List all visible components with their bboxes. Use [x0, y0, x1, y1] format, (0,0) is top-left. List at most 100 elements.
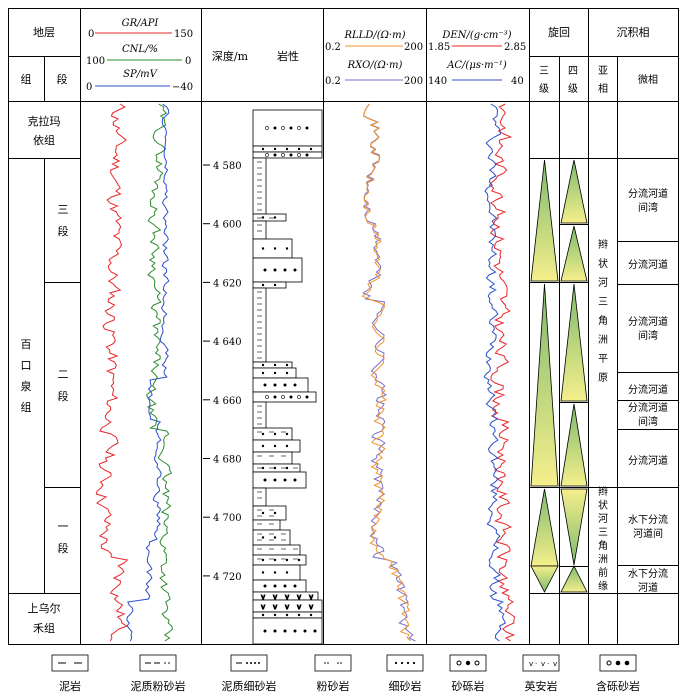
lithology-bed-mudsilt: [252, 213, 287, 222]
lithology-bed-silt: [252, 439, 301, 453]
svg-text:河: 河: [598, 277, 608, 289]
facies-header: 沉积相: [617, 26, 650, 39]
cycle-4-header: 四级: [568, 66, 578, 95]
member-label: 二段: [58, 368, 69, 403]
rlld-curve: [361, 103, 412, 642]
svg-text:分流河道: 分流河道: [628, 315, 668, 328]
svg-text:河道: 河道: [638, 581, 658, 594]
legend-item-silt: 粉砂岩: [314, 654, 352, 693]
bed-pattern: [257, 533, 286, 541]
cnl-max: 0: [185, 56, 191, 67]
svg-text:一: 一: [58, 520, 69, 533]
bed-pattern: [265, 153, 309, 157]
legend-label: 泥质细砂岩: [222, 679, 277, 693]
lithology-column: v v v v vv v v v v: [252, 109, 323, 645]
subfacies-header: 亚相: [598, 66, 608, 95]
svg-text:状: 状: [598, 499, 608, 512]
legend-label: 英安岩: [525, 679, 558, 693]
svg-text:级: 级: [568, 83, 578, 95]
svg-text:水下分流: 水下分流: [628, 513, 668, 526]
svg-text:v: v: [285, 603, 289, 611]
legend-item-pebbly: 含砾砂岩: [596, 654, 640, 693]
svg-text:角: 角: [598, 315, 608, 327]
microfacies-label: 分流河道: [628, 258, 668, 271]
cycle-4-rise: [560, 283, 588, 402]
bed-pattern: [257, 431, 289, 436]
rxo-max: 200: [404, 76, 423, 87]
lithology-bed-mud: [252, 451, 293, 465]
den-label: DEN/(g·cm⁻³): [441, 30, 511, 41]
bed-pattern: [257, 216, 277, 219]
svg-text:v: v: [261, 593, 265, 601]
bed-pattern: [261, 147, 313, 151]
lithology-bed-mud: [252, 487, 267, 507]
legend-label: 粉砂岩: [317, 679, 350, 693]
cycle-3-rise: [530, 283, 559, 487]
svg-text:状: 状: [598, 257, 608, 270]
member-label: 三段: [58, 203, 69, 238]
svg-text:·: ·: [547, 660, 549, 668]
cycle-4-fall: [560, 488, 588, 566]
cycle-4-rise: [560, 159, 588, 224]
svg-text:间湾: 间湾: [638, 415, 658, 428]
bed-pattern: [261, 444, 289, 448]
resistivity-legend: RLLD/(Ω·m) 0.2 200 RXO/(Ω·m) 0.2 200: [325, 30, 423, 87]
svg-text:辫: 辫: [598, 485, 608, 498]
cycle-3-rise: [530, 159, 559, 282]
svg-text:二: 二: [58, 368, 69, 381]
rlld-min: 0.2: [325, 42, 341, 53]
svg-text:辫: 辫: [598, 238, 608, 251]
gr-curve: [95, 103, 129, 642]
svg-text:缘: 缘: [598, 580, 608, 593]
cycle-4-rise: [560, 403, 588, 487]
svg-text:三: 三: [598, 297, 608, 308]
svg-text:河: 河: [598, 513, 608, 525]
svg-text:v: v: [297, 603, 301, 611]
lithology-bed-silt: [252, 564, 301, 581]
cnl-label: CNL/%: [122, 44, 158, 55]
ac-curve: [483, 103, 507, 642]
bed-pattern: [263, 584, 297, 588]
rlld-max: 200: [404, 42, 423, 53]
microfacies-label: 分流河道: [628, 454, 668, 467]
legend-label: 砂砾岩: [452, 679, 485, 693]
svg-text:级: 级: [539, 83, 549, 95]
lithology-bed-fine: [252, 617, 323, 645]
svg-text:段: 段: [58, 541, 69, 555]
svg-text:间湾: 间湾: [638, 201, 658, 214]
ac-max: 40: [511, 76, 524, 87]
den-ac-legend: DEN/(g·cm⁻³) 1.85 2.85 AC/(μs·m⁻¹) 140 4…: [428, 30, 526, 87]
svg-text:洲: 洲: [598, 334, 608, 346]
gr-min: 0: [88, 29, 94, 40]
lithology-header: 岩性: [277, 49, 299, 63]
depth-tick-label: 4 680: [213, 455, 242, 466]
cycle-4-rise: [560, 565, 588, 593]
bed-pattern: [261, 363, 289, 367]
bed-pattern: [257, 291, 262, 359]
svg-text:三: 三: [598, 528, 608, 539]
stratum-header: 地层: [33, 26, 55, 39]
svg-text:口: 口: [21, 359, 32, 372]
bed-pattern: [261, 571, 289, 574]
den-curve: [488, 103, 516, 642]
svg-text:四: 四: [568, 66, 578, 77]
gr-cnl-sp-legend: GR/API 0 150 CNL/% 100 0 SP/mV 0 −40: [86, 18, 193, 93]
svg-text:泉: 泉: [21, 379, 32, 393]
lithology-bed-fine: [252, 471, 307, 489]
bed-pattern: [261, 247, 289, 250]
svg-text:三: 三: [58, 203, 69, 216]
formation-label: 克拉玛: [28, 114, 61, 128]
bed-pattern: [265, 395, 309, 399]
depth-tick-label: 4 600: [213, 220, 242, 231]
legend-label: 泥岩: [59, 679, 81, 693]
svg-text:三: 三: [539, 66, 549, 77]
svg-text:洲: 洲: [598, 554, 608, 566]
svg-text:v: v: [529, 660, 533, 668]
legend-item-mud: 泥岩: [51, 654, 89, 693]
ac-min: 140: [428, 76, 447, 87]
